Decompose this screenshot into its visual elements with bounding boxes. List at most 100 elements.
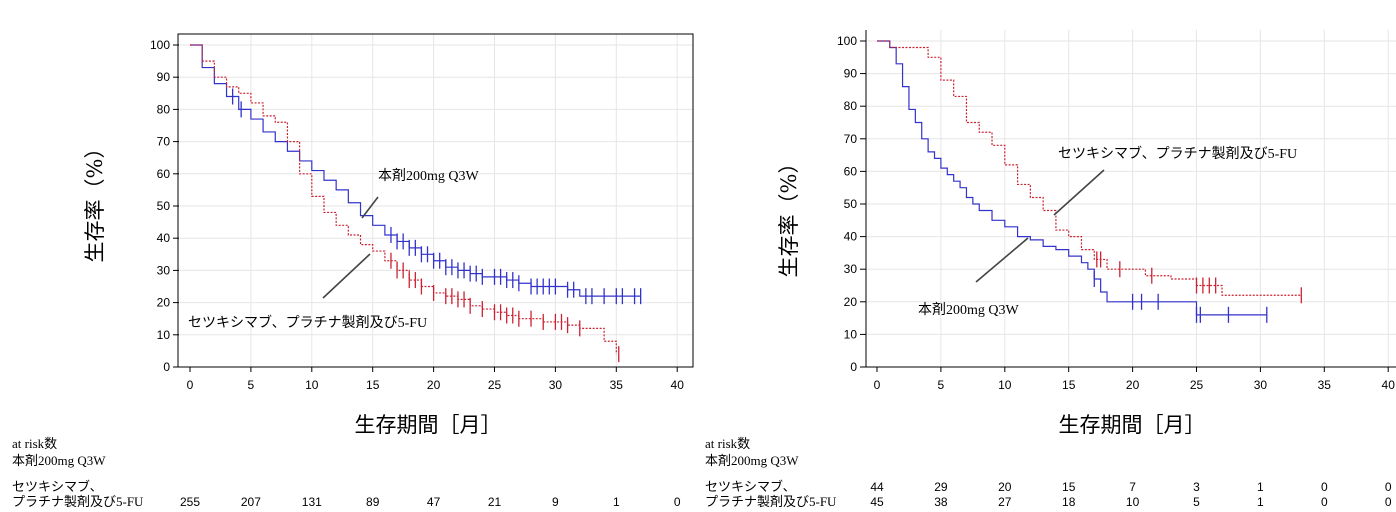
x-axis-ticks: 0 5 10 15 20 25 30 35 40 (874, 367, 1396, 392)
risk-value: 15 (1062, 480, 1076, 494)
y-tick-label: 100 (837, 34, 857, 48)
survival-curves (190, 44, 642, 363)
risk-value: 21 (488, 495, 502, 509)
x-tick-label: 20 (1126, 378, 1140, 392)
risk-value: 255 (180, 495, 200, 509)
risk-value: 207 (241, 495, 261, 509)
y-tick-label: 40 (844, 230, 858, 244)
x-tick-label: 35 (610, 378, 624, 392)
risk-value: 29 (934, 480, 948, 494)
x-axis-title: 生存期間［月］ (1059, 413, 1206, 437)
risk-row-label: セツキシマブ、 (12, 479, 103, 494)
risk-row-label: プラチナ製剤及び5-FU (12, 494, 144, 509)
y-axis-title: 生存率（%） (777, 153, 801, 278)
x-tick-label: 40 (671, 378, 685, 392)
risk-value: 0 (1321, 495, 1328, 509)
x-tick-label: 15 (366, 378, 380, 392)
y-tick-label: 20 (844, 295, 858, 309)
x-tick-label: 10 (998, 378, 1012, 392)
y-tick-label: 60 (844, 164, 858, 178)
y-tick-label: 30 (844, 262, 858, 276)
y-tick-label: 40 (157, 231, 171, 245)
y-tick-label: 90 (157, 70, 171, 84)
y-axis-title: 生存率（%） (83, 138, 107, 263)
y-tick-label: 20 (157, 296, 171, 310)
risk-value: 131 (302, 495, 322, 509)
x-tick-label: 5 (938, 378, 945, 392)
annotation-leader-line (975, 237, 1029, 283)
risk-value: 0 (1385, 495, 1392, 509)
y-tick-label: 0 (163, 360, 170, 374)
plot-frame (177, 33, 694, 368)
y-axis-ticks: 0 10 20 30 40 50 60 70 80 90 100 (837, 34, 866, 374)
risk-values: 44 29 20 15 7 3 1 0 045 38 27 18 10 5 1 0 0 (870, 480, 1392, 509)
survival-curve-series-0 (877, 40, 1267, 316)
risk-value: 0 (1321, 480, 1328, 494)
y-axis-ticks: 0 10 20 30 40 50 60 70 80 90 100 (150, 38, 179, 374)
survival-curves (877, 40, 1302, 323)
survival-curve-series-1 (877, 40, 1302, 296)
x-axis-title: 生存期間［月］ (355, 413, 502, 437)
y-tick-label: 70 (844, 132, 858, 146)
risk-value: 18 (1062, 495, 1076, 509)
risk-row-label: 本剤200mg Q3W (12, 453, 106, 468)
risk-value: 1 (1257, 495, 1264, 509)
x-tick-label: 40 (1382, 378, 1396, 392)
risk-table: at risk数 本剤200mg Q3W セツキシマブ、 プラチナ製剤及び5-F… (12, 436, 681, 509)
x-axis-ticks: 0 5 10 15 20 25 30 35 40 (187, 367, 685, 392)
x-tick-label: 15 (1062, 378, 1076, 392)
risk-values: 255 207 131 89 47 21 9 1 0 (180, 495, 681, 509)
risk-value: 45 (870, 495, 884, 509)
y-tick-label: 30 (157, 263, 171, 277)
risk-value: 89 (366, 495, 380, 509)
gridlines (867, 30, 1396, 367)
risk-table: at risk数 本剤200mg Q3W セツキシマブ、 プラチナ製剤及び5-F… (705, 436, 1392, 509)
y-tick-label: 50 (844, 197, 858, 211)
y-tick-label: 90 (844, 67, 858, 81)
x-tick-label: 35 (1318, 378, 1332, 392)
risk-value: 0 (1385, 480, 1392, 494)
risk-value: 9 (552, 495, 559, 509)
risk-row-label: セツキシマブ、 (705, 479, 796, 494)
risk-value: 38 (934, 495, 948, 509)
risk-row-label: プラチナ製剤及び5-FU (705, 494, 837, 509)
risk-value: 27 (998, 495, 1012, 509)
y-tick-label: 10 (157, 328, 171, 342)
gridlines (180, 34, 693, 367)
risk-value: 44 (870, 480, 884, 494)
y-tick-label: 70 (157, 135, 171, 149)
annotation-leader-line (361, 196, 379, 219)
risk-value: 10 (1126, 495, 1140, 509)
risk-table-header: at risk数 (705, 436, 750, 451)
x-tick-label: 10 (305, 378, 319, 392)
annotation-pembro: 本剤200mg Q3W (378, 168, 479, 184)
x-tick-label: 0 (187, 378, 194, 392)
annotation-pembro: 本剤200mg Q3W (918, 302, 1019, 318)
annotation-cetuximab: セツキシマブ、プラチナ製剤及び5-FU (188, 314, 427, 331)
y-tick-label: 80 (157, 102, 171, 116)
risk-value: 7 (1129, 480, 1136, 494)
risk-value: 20 (998, 480, 1012, 494)
annotation-cetuximab: セツキシマブ、プラチナ製剤及び5-FU (1058, 145, 1297, 162)
y-tick-label: 50 (157, 199, 171, 213)
x-tick-label: 20 (427, 378, 441, 392)
x-tick-label: 0 (874, 378, 881, 392)
risk-value: 1 (613, 495, 620, 509)
annotation-leader-line (322, 253, 371, 299)
x-tick-label: 30 (1254, 378, 1268, 392)
risk-row-label: 本剤200mg Q3W (705, 453, 799, 468)
y-tick-label: 10 (844, 327, 858, 341)
risk-value: 3 (1193, 480, 1200, 494)
risk-value: 47 (427, 495, 441, 509)
risk-value: 0 (674, 495, 681, 509)
risk-value: 1 (1257, 480, 1264, 494)
y-tick-label: 80 (844, 99, 858, 113)
x-tick-label: 30 (549, 378, 563, 392)
y-tick-label: 60 (157, 167, 171, 181)
y-tick-label: 0 (850, 360, 857, 374)
x-tick-label: 5 (248, 378, 255, 392)
x-tick-label: 25 (488, 378, 502, 392)
